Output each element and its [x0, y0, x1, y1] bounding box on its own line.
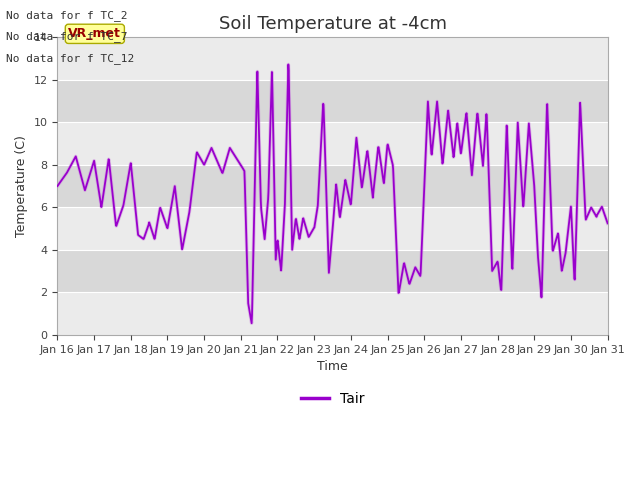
Bar	[58, 207, 607, 250]
X-axis label: Time: Time	[317, 360, 348, 373]
Bar	[58, 80, 607, 122]
Bar	[58, 250, 607, 292]
Bar	[58, 122, 607, 165]
Bar	[58, 292, 607, 335]
Text: No data for f TC_2: No data for f TC_2	[6, 10, 128, 21]
Text: VR_met: VR_met	[68, 27, 122, 40]
Bar	[58, 165, 607, 207]
Legend: Tair: Tair	[295, 386, 370, 411]
Bar	[58, 37, 607, 80]
Title: Soil Temperature at -4cm: Soil Temperature at -4cm	[218, 15, 447, 33]
Y-axis label: Temperature (C): Temperature (C)	[15, 135, 28, 237]
Text: No data for f TC_7: No data for f TC_7	[6, 31, 128, 42]
Text: No data for f TC_12: No data for f TC_12	[6, 53, 134, 64]
